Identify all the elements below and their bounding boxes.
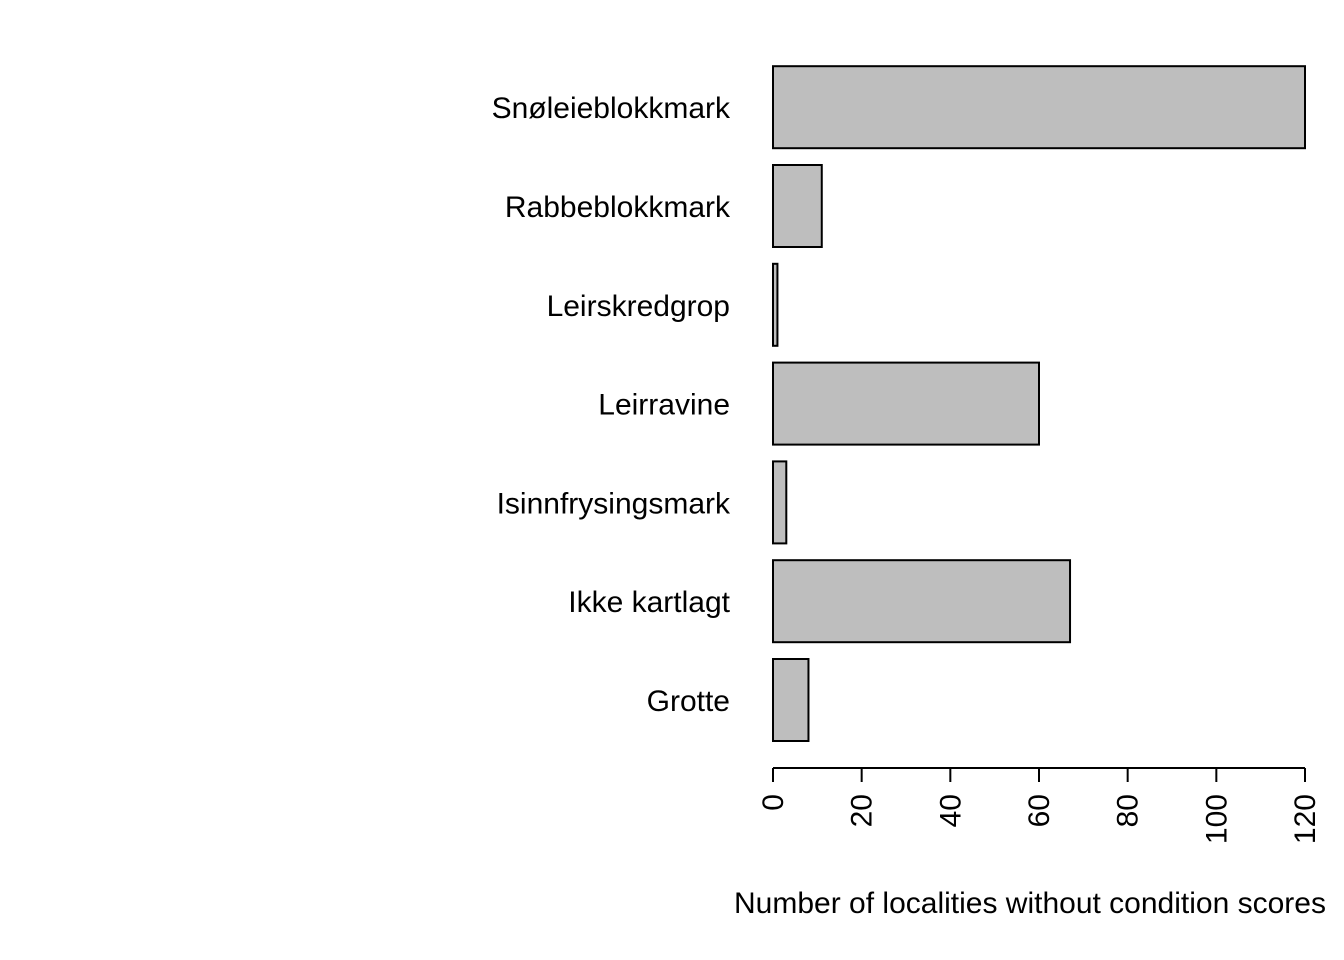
x-tick-label: 20	[846, 794, 879, 827]
category-label: Isinnfrysingsmark	[497, 487, 731, 520]
bar-leirskredgrop	[772, 262, 779, 347]
category-label: Snøleieblokkmark	[492, 92, 731, 125]
x-axis: 0 20 40 60 80 100 120	[757, 767, 1322, 844]
bar-snøleieblokkmark	[772, 65, 1306, 150]
x-tick-label: 80	[1112, 794, 1145, 827]
bar-ikke-kartlagt	[772, 559, 1072, 644]
category-labels-group: Grotte Ikke kartlagt Isinnfrysingsmark Leir…	[492, 92, 731, 718]
bar-rabbeblokkmark	[772, 164, 823, 248]
category-label: Grotte	[647, 685, 730, 718]
x-tick-label: 0	[757, 794, 790, 811]
bar-leirravine	[772, 361, 1040, 446]
category-label: Ikke kartlagt	[568, 586, 730, 619]
bars-group	[772, 65, 1306, 742]
x-tick-label: 40	[934, 794, 967, 827]
category-label: Rabbeblokkmark	[505, 191, 731, 224]
x-tick-label: 120	[1289, 794, 1322, 844]
x-tick-label: 60	[1023, 794, 1056, 827]
x-tick-label: 100	[1200, 794, 1233, 844]
bar-isinnfrysingsmark	[772, 460, 788, 545]
category-label: Leirravine	[598, 389, 730, 422]
category-label: Leirskredgrop	[547, 290, 730, 323]
bar-grotte	[772, 658, 810, 742]
x-axis-title: Number of localities without condition s…	[734, 887, 1326, 920]
